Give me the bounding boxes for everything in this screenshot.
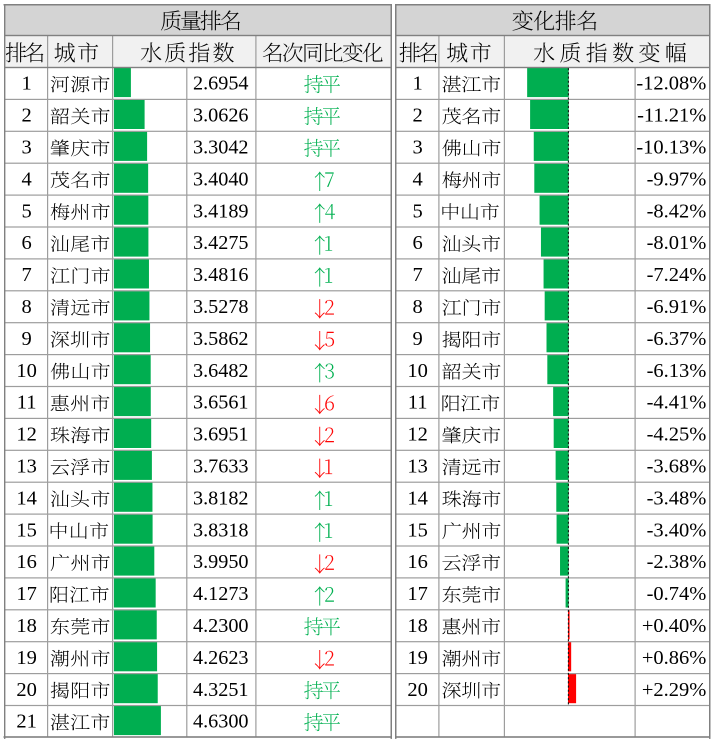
svg-text:19: 19 <box>407 647 428 669</box>
svg-text:10: 10 <box>407 360 428 382</box>
svg-text:3.9950: 3.9950 <box>193 551 249 573</box>
svg-text:5: 5 <box>412 200 422 222</box>
svg-text:3.4189: 3.4189 <box>193 200 249 222</box>
svg-text:15: 15 <box>407 519 428 541</box>
svg-text:-9.97%: -9.97% <box>647 168 707 190</box>
svg-text:9: 9 <box>21 328 31 350</box>
svg-text:-6.13%: -6.13% <box>647 360 707 382</box>
svg-text:5: 5 <box>21 200 31 222</box>
svg-text:17: 17 <box>407 583 428 605</box>
svg-text:3.0626: 3.0626 <box>193 105 249 127</box>
svg-text:1: 1 <box>21 73 31 95</box>
svg-text:16: 16 <box>16 551 37 573</box>
svg-text:-0.74%: -0.74% <box>647 583 707 605</box>
svg-text:8: 8 <box>412 296 422 318</box>
svg-text:+2.29%: +2.29% <box>642 679 707 701</box>
svg-text:4: 4 <box>412 168 422 190</box>
svg-text:3.6951: 3.6951 <box>193 424 249 446</box>
svg-text:3.8318: 3.8318 <box>193 519 249 541</box>
svg-text:11: 11 <box>17 392 37 414</box>
svg-text:3.5278: 3.5278 <box>193 296 249 318</box>
svg-text:-3.68%: -3.68% <box>647 455 707 477</box>
svg-text:3.4275: 3.4275 <box>193 232 249 254</box>
svg-text:20: 20 <box>16 679 37 701</box>
svg-text:3.5862: 3.5862 <box>193 328 249 350</box>
svg-text:6: 6 <box>21 232 31 254</box>
svg-text:4: 4 <box>21 168 31 190</box>
svg-text:-11.21%: -11.21% <box>637 105 706 127</box>
svg-text:3.7633: 3.7633 <box>193 455 249 477</box>
svg-text:18: 18 <box>16 615 37 637</box>
svg-text:3.4040: 3.4040 <box>193 168 249 190</box>
svg-text:4.2623: 4.2623 <box>193 647 249 669</box>
svg-text:7: 7 <box>21 264 31 286</box>
svg-text:3.6561: 3.6561 <box>193 392 249 414</box>
svg-text:8: 8 <box>21 296 31 318</box>
svg-text:4.1273: 4.1273 <box>193 583 249 605</box>
svg-text:17: 17 <box>16 583 37 605</box>
svg-text:-2.38%: -2.38% <box>647 551 707 573</box>
svg-text:14: 14 <box>407 487 428 509</box>
svg-text:+0.86%: +0.86% <box>642 647 707 669</box>
svg-text:1: 1 <box>412 73 422 95</box>
svg-text:10: 10 <box>16 360 37 382</box>
svg-text:13: 13 <box>407 455 428 477</box>
svg-text:21: 21 <box>16 711 37 733</box>
svg-text:-10.13%: -10.13% <box>636 136 706 158</box>
svg-text:20: 20 <box>407 679 428 701</box>
svg-text:3: 3 <box>412 136 422 158</box>
svg-text:16: 16 <box>407 551 428 573</box>
svg-text:4.2300: 4.2300 <box>193 615 249 637</box>
svg-text:4.6300: 4.6300 <box>193 711 249 733</box>
svg-text:-4.41%: -4.41% <box>647 392 707 414</box>
svg-text:3.6482: 3.6482 <box>193 360 249 382</box>
svg-text:-3.48%: -3.48% <box>647 487 707 509</box>
svg-text:11: 11 <box>408 392 428 414</box>
svg-text:14: 14 <box>16 487 37 509</box>
svg-text:9: 9 <box>412 328 422 350</box>
svg-text:3.3042: 3.3042 <box>193 136 249 158</box>
svg-text:-12.08%: -12.08% <box>636 73 706 95</box>
svg-text:-6.91%: -6.91% <box>647 296 707 318</box>
svg-text:-4.25%: -4.25% <box>647 424 707 446</box>
svg-text:4.3251: 4.3251 <box>193 679 249 701</box>
svg-text:6: 6 <box>412 232 422 254</box>
svg-text:3.8182: 3.8182 <box>193 487 249 509</box>
svg-text:+0.40%: +0.40% <box>642 615 707 637</box>
svg-text:12: 12 <box>407 424 428 446</box>
svg-text:-3.40%: -3.40% <box>647 519 707 541</box>
svg-text:2.6954: 2.6954 <box>193 73 249 95</box>
svg-text:12: 12 <box>16 424 37 446</box>
svg-text:19: 19 <box>16 647 37 669</box>
svg-text:18: 18 <box>407 615 428 637</box>
svg-text:3: 3 <box>21 136 31 158</box>
svg-text:3.4816: 3.4816 <box>193 264 249 286</box>
svg-text:15: 15 <box>16 519 37 541</box>
svg-text:7: 7 <box>412 264 422 286</box>
svg-text:2: 2 <box>412 105 422 127</box>
svg-text:13: 13 <box>16 455 37 477</box>
svg-text:-6.37%: -6.37% <box>647 328 707 350</box>
svg-text:-7.24%: -7.24% <box>647 264 707 286</box>
svg-text:-8.42%: -8.42% <box>647 200 707 222</box>
svg-text:2: 2 <box>21 105 31 127</box>
svg-text:-8.01%: -8.01% <box>647 232 707 254</box>
